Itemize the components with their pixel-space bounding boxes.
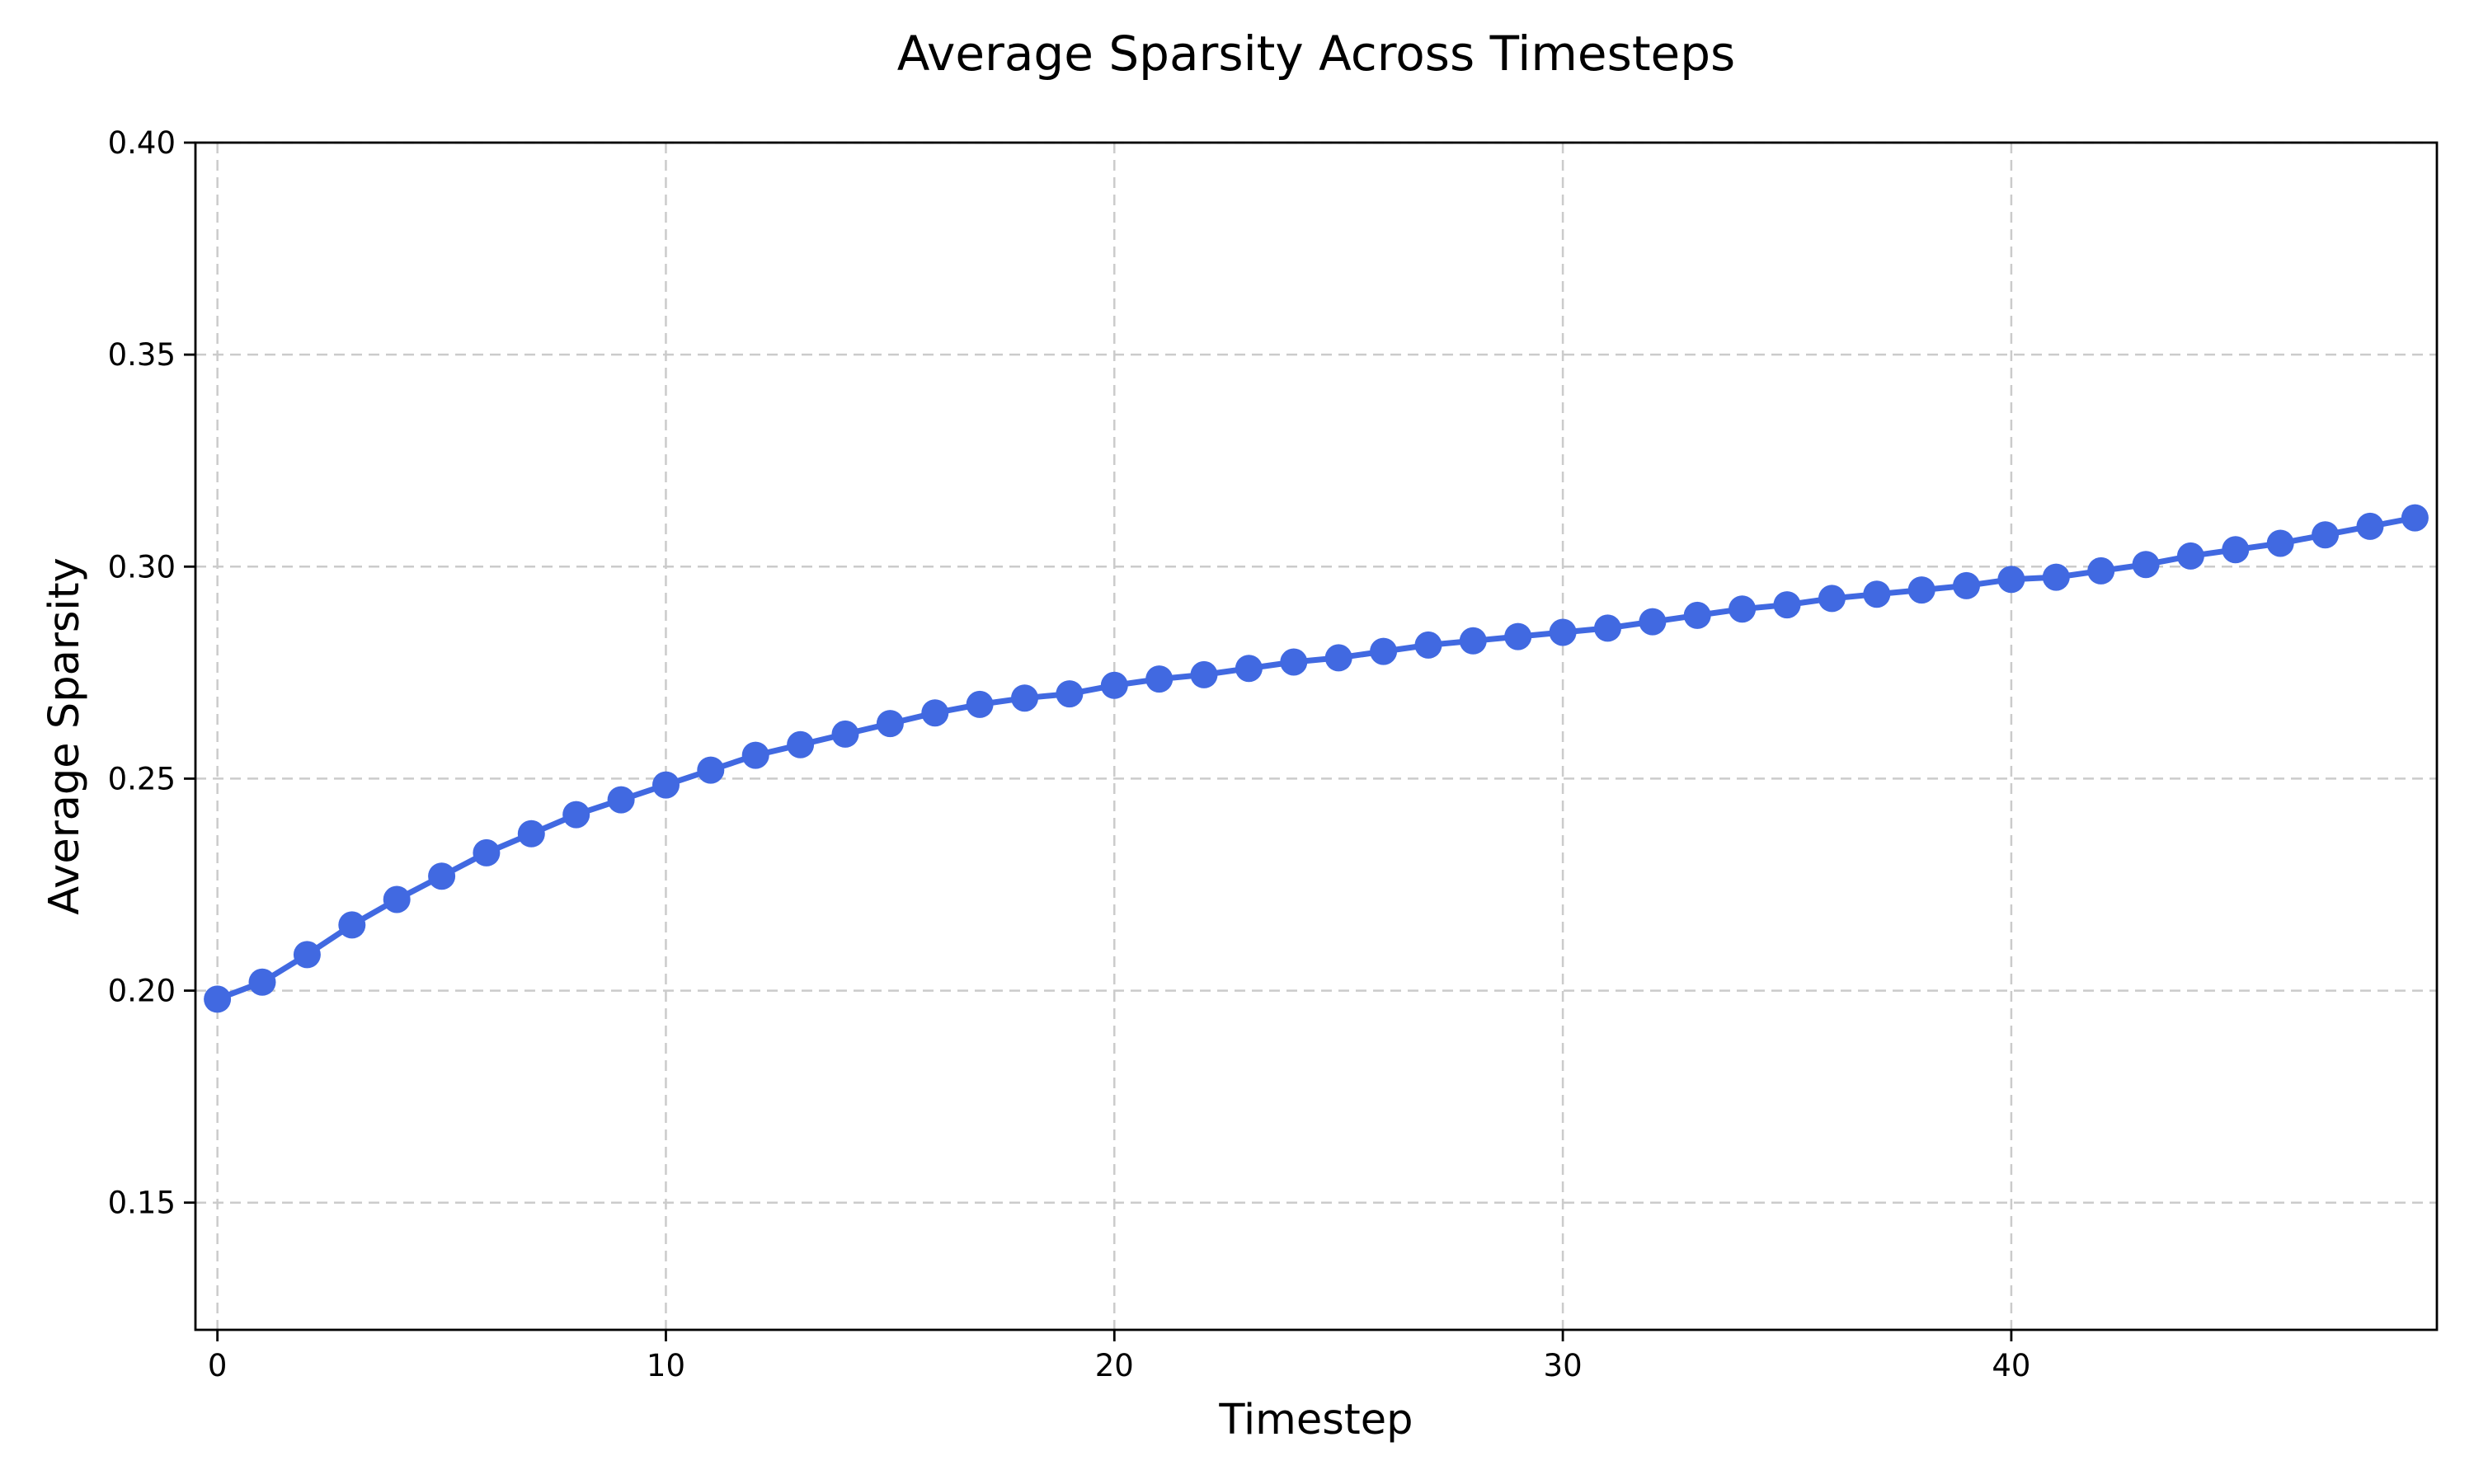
data-point <box>1459 627 1487 655</box>
data-point <box>1639 608 1667 636</box>
data-point <box>517 819 545 848</box>
data-line <box>214 514 2418 1003</box>
data-point <box>1504 622 1532 650</box>
data-point <box>1683 601 1711 629</box>
x-tick-label: 10 <box>647 1348 685 1383</box>
data-point <box>1370 637 1398 665</box>
data-point <box>741 741 769 769</box>
data-point <box>1818 585 1846 613</box>
data-point <box>1997 566 2025 594</box>
y-tick-label: 0.40 <box>108 125 176 161</box>
data-point <box>607 786 635 814</box>
axes: 0 10 20 30 40 0.15 0.20 0.25 0.30 0.35 0.40 <box>108 125 2439 1383</box>
data-point <box>1056 680 1084 708</box>
data-point <box>652 771 680 799</box>
data-point <box>1324 644 1352 672</box>
data-point <box>2356 512 2384 540</box>
data-point <box>1100 671 1128 699</box>
y-tick-label: 0.15 <box>108 1186 176 1221</box>
data-point <box>2042 563 2070 591</box>
data-point <box>473 838 501 866</box>
data-point <box>831 720 859 748</box>
data-point <box>2222 536 2250 564</box>
data-point <box>1549 618 1577 646</box>
data-series <box>204 504 2429 1013</box>
x-tick-label: 30 <box>1544 1348 1583 1383</box>
chart-title: Average Sparsity Across Timesteps <box>897 26 1736 82</box>
data-point <box>204 985 232 1013</box>
data-point <box>921 699 949 727</box>
data-point <box>1145 665 1174 693</box>
data-point <box>1594 614 1621 642</box>
y-tick-label: 0.35 <box>108 337 176 373</box>
plot-border <box>194 141 2439 1331</box>
gridlines <box>195 141 2437 1330</box>
data-point <box>966 690 994 718</box>
x-tick-label: 0 <box>208 1348 228 1383</box>
data-point <box>248 968 276 996</box>
y-axis-label: Average Sparsity <box>40 557 89 915</box>
data-point <box>2312 521 2340 549</box>
data-point <box>383 885 411 913</box>
data-point <box>1280 648 1308 676</box>
data-point <box>1011 684 1038 712</box>
data-point <box>2176 542 2204 570</box>
data-point <box>1773 591 1801 619</box>
data-point <box>428 862 456 890</box>
data-point <box>2266 529 2294 557</box>
x-tick-label: 20 <box>1095 1348 1134 1383</box>
y-tick-label: 0.30 <box>108 549 176 585</box>
data-point <box>293 941 321 969</box>
data-point <box>1414 631 1442 659</box>
x-axis-label: Timestep <box>1218 1396 1413 1444</box>
data-point <box>1190 660 1218 688</box>
data-point <box>1863 580 1891 608</box>
data-point <box>1953 571 1980 599</box>
y-tick-label: 0.20 <box>108 974 176 1009</box>
y-tick-label: 0.25 <box>108 761 176 796</box>
data-point <box>1729 595 1757 623</box>
data-point <box>697 756 725 784</box>
data-point <box>1235 655 1263 683</box>
data-point <box>562 801 590 829</box>
data-point <box>787 730 815 758</box>
data-point <box>876 710 904 738</box>
data-point <box>2087 556 2115 585</box>
x-tick-label: 40 <box>1992 1348 2030 1383</box>
data-point <box>1907 576 1935 604</box>
data-point <box>2132 551 2160 579</box>
data-point <box>338 911 366 939</box>
data-point <box>2401 504 2429 532</box>
